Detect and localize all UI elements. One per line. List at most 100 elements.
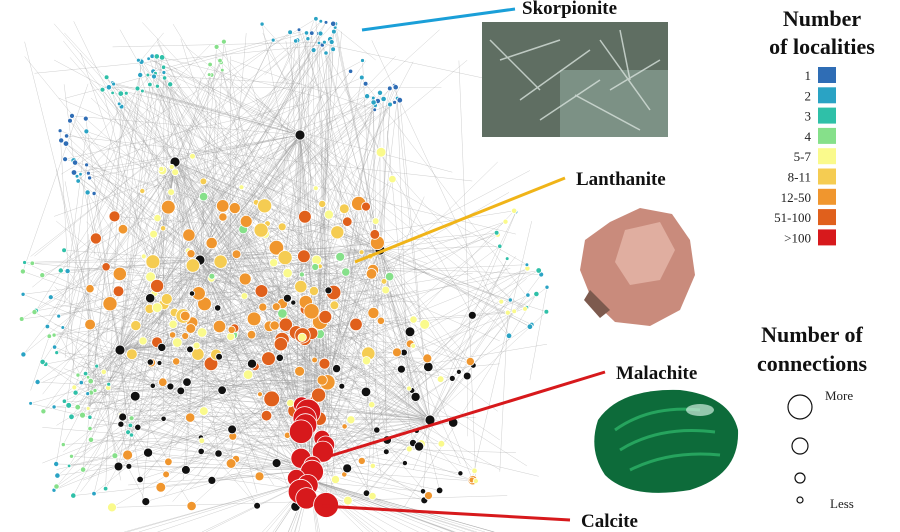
mineral-node <box>168 163 175 170</box>
mineral-node <box>238 184 245 191</box>
edge <box>53 23 422 445</box>
edge <box>174 67 416 398</box>
mineral-node <box>268 239 285 256</box>
mineral-node <box>543 308 550 315</box>
mineral-node <box>505 332 513 339</box>
edge <box>119 322 193 351</box>
edge <box>199 46 217 261</box>
mineral-node <box>362 81 369 87</box>
mineral-node <box>39 272 46 279</box>
mineral-node <box>392 347 402 358</box>
edge <box>174 161 323 205</box>
edge <box>188 71 294 251</box>
photo-shadow <box>584 290 610 318</box>
mineral-node <box>117 223 129 235</box>
mineral-node <box>89 232 102 245</box>
edge <box>60 196 153 271</box>
edge <box>329 102 374 381</box>
edge <box>335 210 515 405</box>
edge <box>191 293 378 444</box>
edge <box>188 315 302 406</box>
mineral-node <box>179 310 191 322</box>
mineral-node <box>290 299 297 306</box>
mineral-node <box>57 128 63 134</box>
mineral-node <box>309 30 315 36</box>
mineral-node <box>294 129 306 141</box>
mineral-node <box>69 453 75 459</box>
mineral-node <box>54 472 61 479</box>
edge <box>325 52 332 421</box>
edge <box>309 479 402 532</box>
mineral-node <box>54 350 60 356</box>
mineral-node <box>158 54 166 61</box>
mineral-node <box>422 353 433 364</box>
mineral-node <box>100 368 107 375</box>
edge <box>82 312 142 416</box>
legend-swatch <box>818 209 836 226</box>
mineral-node <box>141 497 151 507</box>
mineral-node <box>380 95 387 103</box>
mineral-node <box>396 96 403 104</box>
mineral-node <box>145 271 157 283</box>
mineral-node <box>102 296 118 312</box>
edge <box>366 404 374 494</box>
edge <box>299 134 398 353</box>
edge <box>149 308 336 397</box>
mineral-node <box>357 456 366 465</box>
mineral-node <box>246 330 257 340</box>
mineral-node <box>146 56 151 61</box>
edge <box>325 52 381 251</box>
mineral-node <box>371 217 380 225</box>
edge <box>221 134 301 391</box>
mineral-node <box>188 290 196 297</box>
edge <box>157 217 431 421</box>
mineral-node <box>19 268 26 275</box>
mineral-node <box>414 441 425 452</box>
mineral-node <box>39 358 46 365</box>
mineral-node <box>83 128 90 135</box>
size-swatch <box>791 437 809 455</box>
edge <box>299 358 428 412</box>
edge <box>379 249 425 325</box>
edge <box>157 86 176 163</box>
edge <box>174 161 305 419</box>
mineral-node <box>472 477 479 484</box>
legend-label: 2 <box>805 88 812 103</box>
mineral-node <box>287 29 293 36</box>
edge <box>64 131 87 304</box>
edge <box>248 374 431 421</box>
mineral-node <box>167 188 175 196</box>
edge <box>59 335 146 502</box>
mineral-node <box>502 218 509 225</box>
edge <box>218 33 247 357</box>
edge <box>172 334 218 418</box>
mineral-node <box>162 470 170 479</box>
edge <box>119 349 141 480</box>
mineral-node <box>114 344 126 356</box>
edge <box>429 294 529 421</box>
mineral-node <box>261 351 276 366</box>
edge <box>112 82 453 173</box>
edge <box>211 208 376 481</box>
edge <box>231 463 311 471</box>
mineral-node <box>238 272 252 286</box>
mineral-node <box>186 249 196 259</box>
edge <box>309 301 502 471</box>
legend-label: 5-7 <box>794 149 812 164</box>
mineral-node <box>294 279 308 294</box>
mineral-node <box>198 191 209 202</box>
mineral-node <box>64 268 71 275</box>
mineral-node <box>401 460 408 467</box>
photo-mineral <box>594 389 739 493</box>
edge <box>71 354 335 417</box>
mineral-node <box>199 406 209 416</box>
edge <box>299 134 313 403</box>
mineral-node <box>102 485 109 492</box>
mineral-node <box>218 212 228 222</box>
edge <box>209 32 291 94</box>
mineral-node <box>316 40 322 46</box>
mineral-node <box>369 229 381 240</box>
edge <box>119 325 275 351</box>
mineral-node <box>58 137 65 144</box>
mineral-node <box>169 331 177 339</box>
